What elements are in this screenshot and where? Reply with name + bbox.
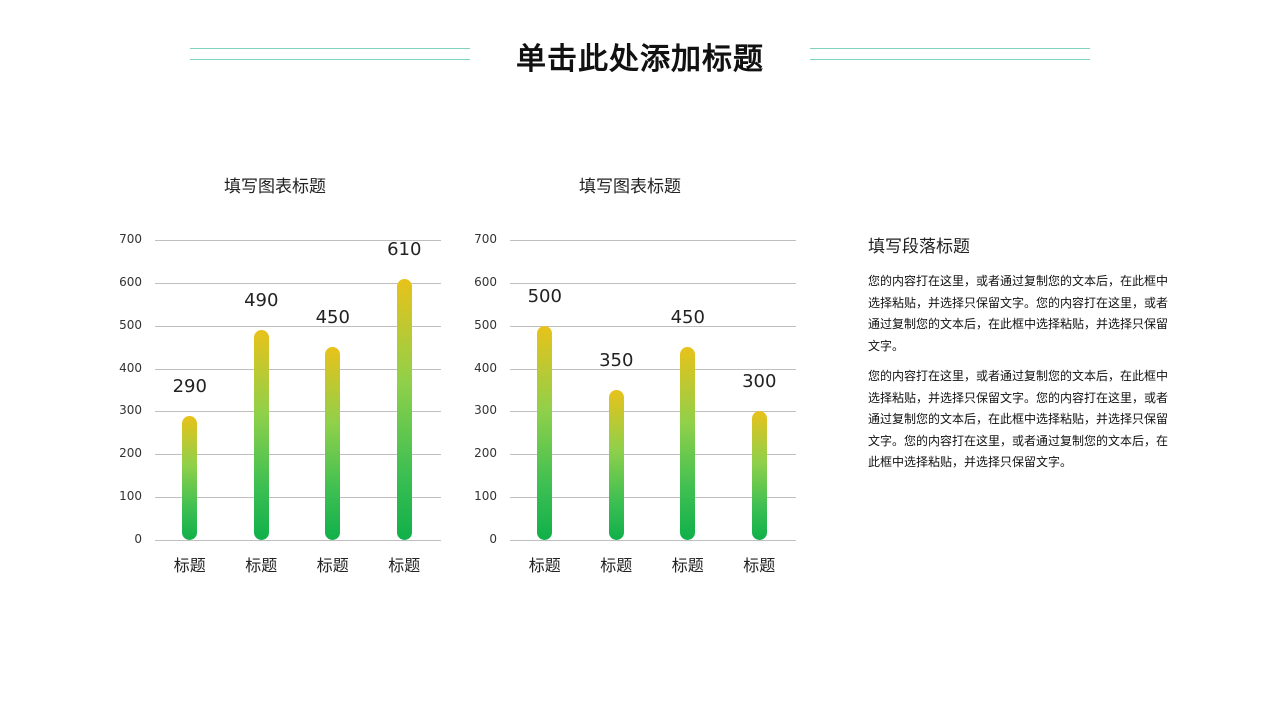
bar-chart-2: 填写图表标题 0 100 200 300 400 500 600 700 500 标题 350 标题 4…	[465, 160, 825, 600]
y-axis-tick-label: 100	[119, 489, 142, 504]
bar[interactable]	[608, 390, 624, 540]
y-axis-tick-label: 600	[474, 274, 497, 289]
gridline	[155, 368, 441, 370]
paragraph-text[interactable]: 您的内容打在这里，或者通过复制您的文本后，在此框中选择粘贴，并选择只保留文字。您…	[868, 274, 1169, 353]
chart-title[interactable]: 填写图表标题	[579, 177, 681, 197]
header: 单击此处添加标题	[0, 30, 1280, 82]
gridline	[155, 240, 441, 241]
title-decoration-left	[190, 48, 470, 60]
x-axis-category-label: 标题	[388, 556, 421, 575]
x-axis-category-label: 标题	[528, 556, 561, 575]
y-axis-tick-label: 0	[489, 532, 497, 546]
y-axis-tick-label: 400	[119, 360, 142, 375]
gridline	[510, 325, 796, 327]
gridline	[155, 325, 441, 327]
x-axis-category-label: 标题	[671, 556, 704, 575]
paragraph-block: 填写段落标题 您的内容打在这里，或者通过复制您的文本后，在此框中选择粘贴，并选择…	[868, 232, 1168, 483]
x-axis-category-label: 标题	[173, 556, 206, 575]
data-label: 290	[172, 375, 207, 397]
y-axis-tick-label: 300	[119, 403, 142, 418]
gridline	[510, 540, 796, 541]
gridline	[510, 368, 796, 370]
gridline	[510, 497, 796, 499]
bar[interactable]	[537, 325, 553, 540]
y-axis-tick-label: 200	[119, 446, 142, 461]
bar[interactable]	[253, 330, 269, 540]
gridline	[510, 454, 796, 456]
title-decoration-right	[810, 48, 1090, 60]
x-axis-category-label: 标题	[600, 556, 633, 575]
bar[interactable]	[325, 347, 341, 540]
y-axis-tick-label: 200	[474, 446, 497, 461]
plot-area: 0 100 200 300 400 500 600 700 290 标题 490 标题 450 标题 610…	[119, 232, 441, 575]
gridline	[155, 454, 441, 456]
x-axis-category-label: 标题	[743, 556, 776, 575]
y-axis-tick-label: 300	[474, 403, 497, 418]
page-title[interactable]: 单击此处添加标题	[516, 42, 764, 77]
gridline	[510, 240, 796, 241]
data-label: 500	[527, 285, 562, 307]
gridline	[155, 497, 441, 499]
data-label: 610	[387, 238, 422, 260]
data-label: 450	[670, 307, 705, 329]
gridline	[155, 540, 441, 541]
bar[interactable]	[751, 411, 767, 540]
bar[interactable]	[396, 278, 412, 540]
gridline	[155, 282, 441, 284]
y-axis-tick-label: 500	[119, 317, 142, 332]
data-label: 350	[599, 350, 634, 371]
bar-chart-1: 填写图表标题 0 100 200 300 400 500 600 700 290 标题 490 标题 4…	[110, 160, 470, 600]
y-axis-tick-label: 700	[119, 232, 142, 246]
bar[interactable]	[182, 415, 198, 540]
paragraph-title[interactable]: 填写段落标题	[868, 237, 970, 257]
gridline	[155, 411, 441, 413]
y-axis-tick-label: 500	[474, 317, 497, 332]
x-axis-category-label: 标题	[316, 556, 349, 575]
bar[interactable]	[680, 347, 696, 540]
y-axis-tick-label: 600	[119, 274, 142, 289]
y-axis-tick-label: 100	[474, 489, 497, 504]
data-label: 450	[315, 307, 350, 329]
plot-area: 0 100 200 300 400 500 600 700 500 标题 350 标题 450 标题 300…	[474, 232, 796, 575]
data-label: 300	[742, 371, 777, 393]
y-axis-tick-label: 0	[134, 532, 142, 546]
y-axis-tick-label: 700	[474, 232, 497, 246]
paragraph-text[interactable]: 您的内容打在这里，或者通过复制您的文本后，在此框中选择粘贴，并选择只保留文字。您…	[868, 369, 1169, 469]
chart-title[interactable]: 填写图表标题	[224, 177, 326, 197]
gridline	[510, 282, 796, 284]
data-label: 490	[244, 290, 279, 311]
gridline	[510, 411, 796, 413]
x-axis-category-label: 标题	[245, 556, 278, 575]
y-axis-tick-label: 400	[474, 360, 497, 375]
